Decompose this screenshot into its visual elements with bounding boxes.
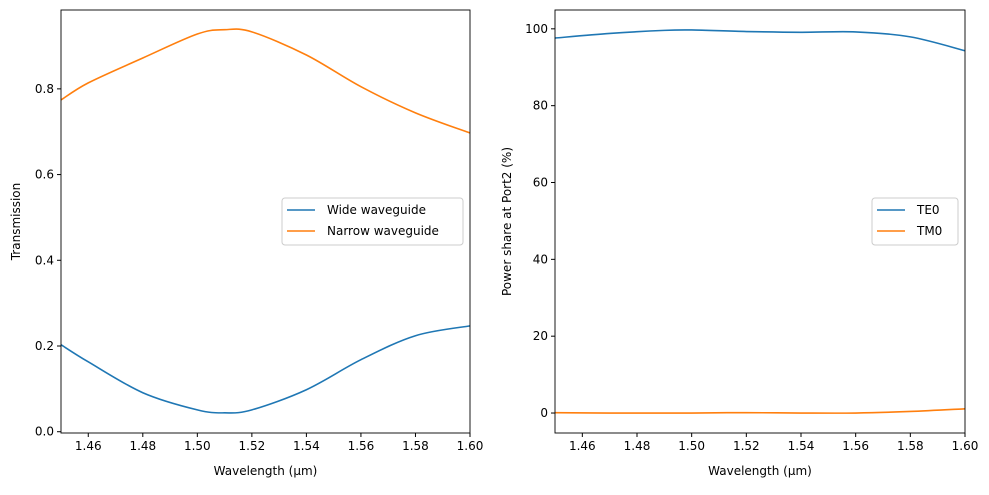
x-tick-label: 1.56 [842, 439, 869, 453]
y-tick-label: 20 [533, 329, 548, 343]
y-tick-label: 0.0 [35, 425, 54, 439]
x-axis-label: Wavelength (μm) [708, 464, 812, 478]
x-tick-label: 1.54 [788, 439, 815, 453]
series-line-tm0 [554, 407, 966, 414]
y-tick-label: 0.8 [35, 82, 54, 96]
x-tick-label: 1.60 [952, 439, 979, 453]
x-tick-label: 1.60 [457, 439, 484, 453]
axes-frame [60, 9, 471, 434]
y-tick-label: 0.4 [35, 253, 54, 267]
subplot-2: 1.46 1.48 1.50 1.52 1.54 1.56 1.58 1.60 0 20 40 60 8… [500, 9, 979, 478]
x-tick-label: 1.46 [75, 439, 102, 453]
x-tick-label: 1.56 [348, 439, 375, 453]
subplot-1: 1.46 1.48 1.50 1.52 1.54 1.56 1.58 1.60 0.0 0.2 0.… [9, 9, 484, 478]
y-tick-label: 60 [533, 176, 548, 190]
y-tick-label: 40 [533, 252, 548, 266]
series-line-narrow-waveguide [60, 28, 471, 134]
legend-label: TE0 [916, 203, 940, 217]
legend-box [281, 197, 464, 246]
series-line-wide-waveguide [60, 325, 471, 414]
y-tick-label: 0.2 [35, 339, 54, 353]
x-tick-label: 1.58 [897, 439, 924, 453]
series-line-te0 [554, 29, 966, 52]
x-tick-label: 1.46 [569, 439, 596, 453]
x-tick-label: 1.58 [402, 439, 429, 453]
legend: TE0 TM0 [871, 197, 959, 246]
x-tick-label: 1.48 [129, 439, 156, 453]
x-tick-label: 1.52 [733, 439, 760, 453]
y-tick-label: 0.6 [35, 168, 54, 182]
y-tick-label: 100 [525, 22, 548, 36]
y-tick-label: 80 [533, 99, 548, 113]
x-tick-label: 1.48 [624, 439, 651, 453]
legend-box [871, 197, 959, 246]
y-axis-label: Power share at Port2 (%) [500, 147, 514, 296]
x-tick-label: 1.54 [293, 439, 320, 453]
x-tick-label: 1.52 [239, 439, 266, 453]
axes-frame [554, 9, 966, 434]
legend-label: Wide waveguide [327, 203, 426, 217]
legend-label: Narrow waveguide [327, 224, 439, 238]
legend-label: TM0 [916, 224, 942, 238]
legend: Wide waveguide Narrow waveguide [281, 197, 464, 246]
y-axis-label: Transmission [9, 183, 23, 262]
x-axis-label: Wavelength (μm) [214, 464, 318, 478]
x-tick-label: 1.50 [184, 439, 211, 453]
x-tick-label: 1.50 [678, 439, 705, 453]
y-tick-label: 0 [540, 406, 548, 420]
